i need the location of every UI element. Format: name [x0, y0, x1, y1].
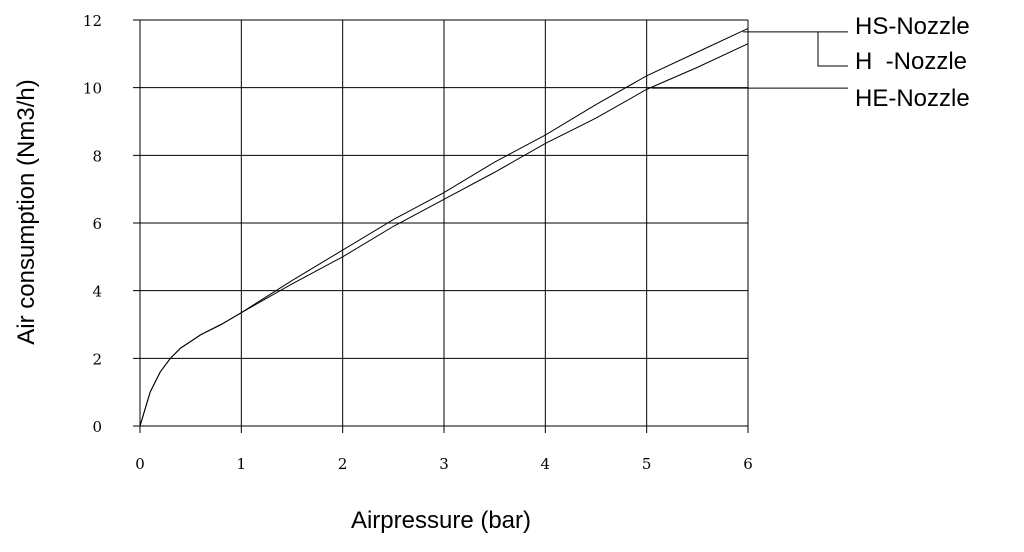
y-tick-label: 8: [92, 147, 102, 165]
y-tick-label: 6: [92, 215, 102, 233]
x-axis-label: Airpressure (bar): [351, 507, 531, 534]
x-tick-label: 2: [338, 455, 348, 473]
x-tick-label: 3: [439, 455, 449, 473]
grid: [133, 19, 749, 433]
legend: HS-Nozzle H -Nozzle HE-Nozzle: [651, 13, 970, 112]
y-tick-label: 10: [83, 80, 102, 98]
x-tick-label: 6: [743, 455, 753, 473]
x-tick-label: 1: [237, 455, 247, 473]
x-tick-label: 5: [642, 455, 652, 473]
y-tick-label: 0: [92, 418, 102, 436]
x-tick-label: 0: [135, 455, 145, 473]
y-tick-labels: 0 2 4 6 8 10 12: [83, 12, 102, 436]
series-line-h-nozzle: [139, 43, 749, 427]
legend-label-hs-nozzle: HS-Nozzle: [855, 13, 970, 40]
legend-label-h-nozzle: H -Nozzle: [855, 48, 967, 75]
series-lines: [139, 28, 749, 427]
legend-label-he-nozzle: HE-Nozzle: [855, 85, 970, 112]
x-tick-label: 4: [541, 455, 551, 473]
legend-leader-h-nozzle: [817, 31, 848, 67]
y-tick-label: 12: [83, 12, 102, 30]
y-axis-label: Air consumption (Nm3/h): [13, 79, 40, 344]
y-tick-label: 2: [92, 350, 102, 368]
y-tick-label: 4: [92, 283, 102, 301]
x-tick-labels: 0 1 2 3 4 5 6: [135, 455, 753, 473]
